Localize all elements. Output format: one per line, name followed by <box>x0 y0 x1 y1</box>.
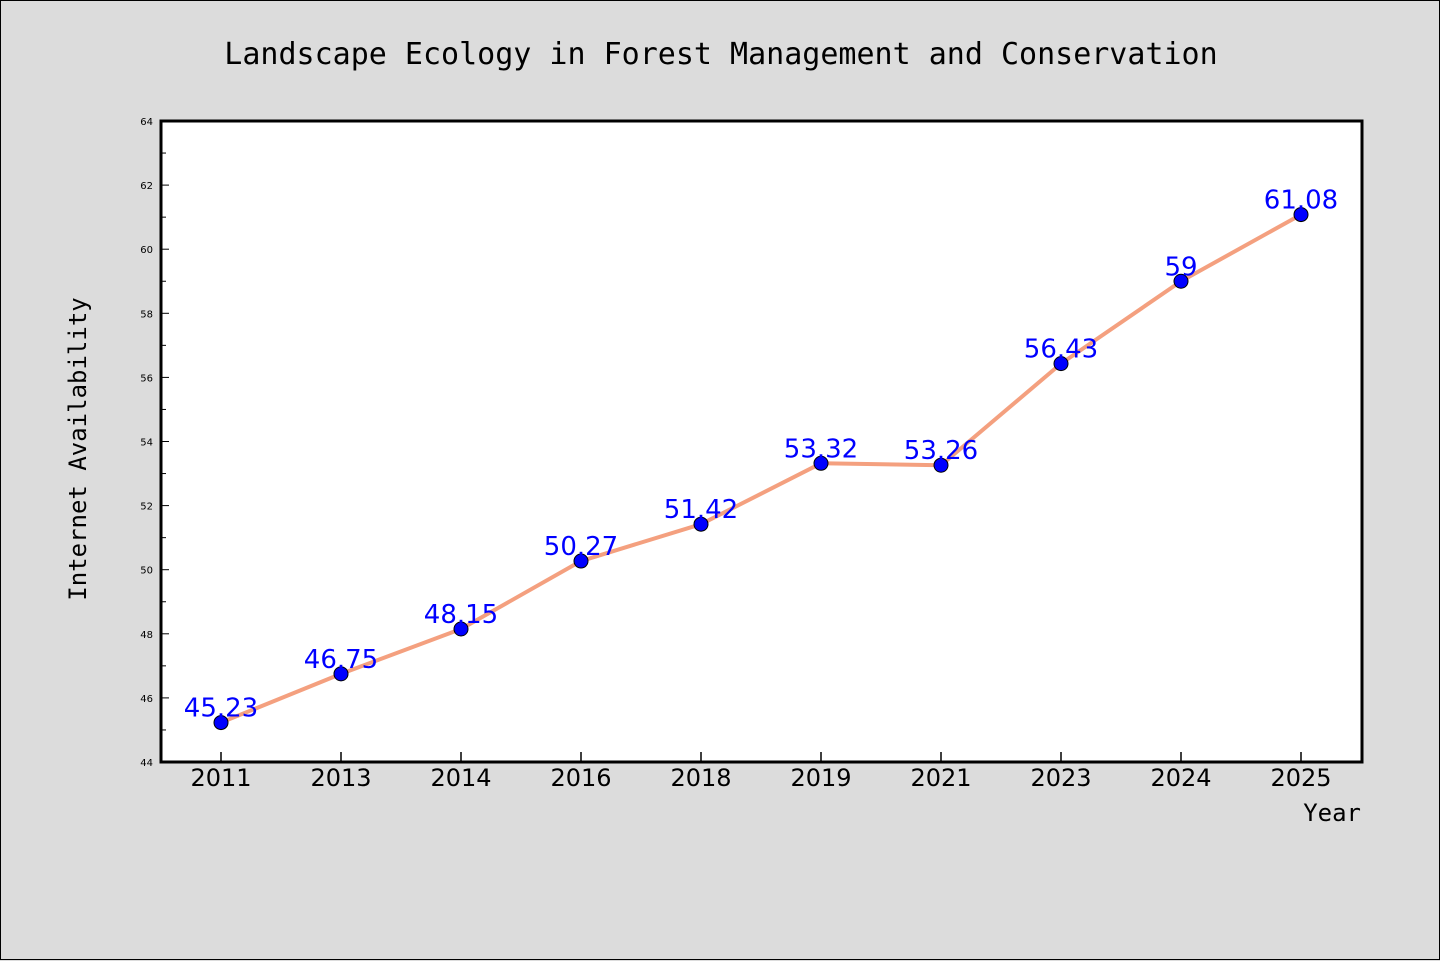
series-line <box>219 212 1303 725</box>
y-tick-label: 48 <box>140 630 153 641</box>
data-label: 61.08 <box>1264 186 1338 216</box>
y-tick-label: 44 <box>140 758 153 769</box>
data-label: 45.23 <box>184 694 258 724</box>
y-tick-label: 64 <box>140 117 153 128</box>
data-point <box>1173 273 1189 289</box>
y-axis-label: Internet Availability <box>64 297 92 600</box>
x-tick-label: 2024 <box>1150 764 1211 792</box>
data-point <box>1053 356 1069 372</box>
y-tick-label: 54 <box>140 438 153 449</box>
x-tick-label: 2023 <box>1030 764 1091 792</box>
series-layer: 45.23 46.75 48.15 50.27 51.42 53.32 53.26 56.43… <box>184 186 1338 731</box>
x-tick-label: 2011 <box>190 764 251 792</box>
x-tick-label: 2018 <box>670 764 731 792</box>
axis-ticks: 44 46 48 50 52 54 56 58 60 62 64 2011 2013 2014 2016 20… <box>140 117 1331 792</box>
y-tick-label: 46 <box>140 694 153 705</box>
data-point <box>933 457 949 473</box>
x-tick-label: 2019 <box>790 764 851 792</box>
data-point <box>453 621 469 637</box>
y-tick-label: 60 <box>140 245 153 256</box>
x-tick-label: 2013 <box>310 764 371 792</box>
x-tick-label: 2021 <box>910 764 971 792</box>
data-label: 50.27 <box>544 532 618 562</box>
data-label: 53.26 <box>904 436 978 466</box>
data-label: 53.32 <box>784 434 858 464</box>
data-point <box>693 516 709 532</box>
data-label: 56.43 <box>1024 335 1098 365</box>
x-tick-label: 2016 <box>550 764 611 792</box>
y-tick-label: 50 <box>140 566 153 577</box>
y-tick-label: 58 <box>140 309 153 320</box>
data-label: 51.42 <box>664 495 738 525</box>
data-point <box>213 715 229 731</box>
x-tick-label: 2014 <box>430 764 491 792</box>
data-label: 59 <box>1164 252 1197 282</box>
data-point <box>573 553 589 569</box>
plot-border <box>159 119 1364 764</box>
data-point <box>333 666 349 682</box>
data-label: 48.15 <box>424 600 498 630</box>
y-tick-label: 62 <box>140 181 153 192</box>
y-tick-label: 52 <box>140 502 153 513</box>
chart-title: Landscape Ecology in Forest Management a… <box>224 37 1217 72</box>
x-axis-label: Year <box>1303 799 1361 827</box>
data-point <box>813 455 829 471</box>
data-label: 46.75 <box>304 645 378 675</box>
data-point <box>1293 207 1309 223</box>
y-tick-label: 56 <box>140 373 153 384</box>
plot-area <box>161 121 1362 762</box>
x-tick-label: 2025 <box>1270 764 1331 792</box>
